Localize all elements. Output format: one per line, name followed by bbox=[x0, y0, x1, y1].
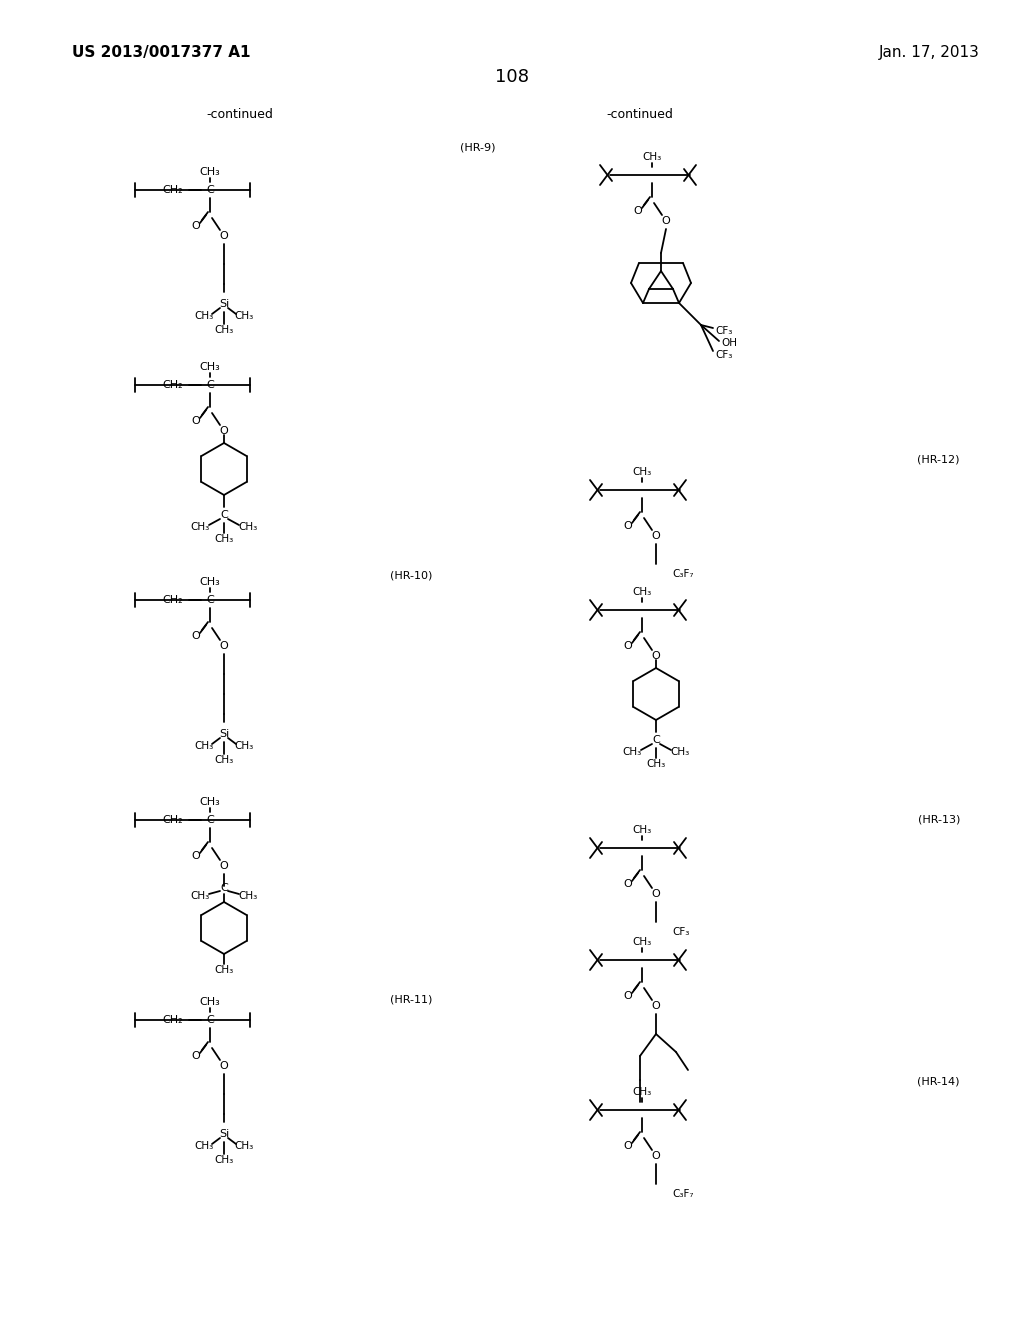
Text: O: O bbox=[191, 416, 201, 426]
Text: CH₃: CH₃ bbox=[200, 797, 220, 807]
Text: CH₃: CH₃ bbox=[190, 891, 210, 902]
Text: CH₃: CH₃ bbox=[234, 741, 254, 751]
Text: CH₂: CH₂ bbox=[163, 1015, 183, 1026]
Text: (HR-9): (HR-9) bbox=[460, 143, 496, 153]
Text: C: C bbox=[206, 1015, 214, 1026]
Text: CH₃: CH₃ bbox=[671, 747, 689, 756]
Text: CH₃: CH₃ bbox=[633, 1086, 651, 1097]
Text: CH₂: CH₂ bbox=[163, 380, 183, 389]
Text: CH₂: CH₂ bbox=[163, 814, 183, 825]
Text: CH₃: CH₃ bbox=[239, 891, 258, 902]
Text: C: C bbox=[206, 595, 214, 605]
Text: CH₃: CH₃ bbox=[214, 535, 233, 544]
Text: O: O bbox=[219, 861, 228, 871]
Text: CF₃: CF₃ bbox=[672, 927, 689, 937]
Text: CH₃: CH₃ bbox=[190, 521, 210, 532]
Text: O: O bbox=[624, 521, 633, 531]
Text: -continued: -continued bbox=[207, 108, 273, 121]
Text: C₃F₇: C₃F₇ bbox=[672, 569, 693, 579]
Text: CH₃: CH₃ bbox=[214, 965, 233, 975]
Text: C: C bbox=[206, 185, 214, 195]
Text: O: O bbox=[191, 631, 201, 642]
Text: CF₃: CF₃ bbox=[715, 326, 732, 337]
Text: CH₃: CH₃ bbox=[633, 467, 651, 477]
Text: Si: Si bbox=[219, 300, 229, 309]
Text: CH₃: CH₃ bbox=[214, 755, 233, 766]
Text: CH₃: CH₃ bbox=[214, 1155, 233, 1166]
Text: CH₃: CH₃ bbox=[239, 521, 258, 532]
Text: C: C bbox=[220, 510, 228, 520]
Text: CH₃: CH₃ bbox=[633, 937, 651, 946]
Text: CH₃: CH₃ bbox=[200, 997, 220, 1007]
Text: CH₃: CH₃ bbox=[234, 312, 254, 321]
Text: CH₃: CH₃ bbox=[646, 759, 666, 770]
Text: O: O bbox=[191, 1051, 201, 1061]
Text: C: C bbox=[206, 380, 214, 389]
Text: CH₃: CH₃ bbox=[200, 577, 220, 587]
Text: CH₃: CH₃ bbox=[195, 741, 214, 751]
Text: CH₃: CH₃ bbox=[214, 325, 233, 335]
Text: (HR-11): (HR-11) bbox=[390, 995, 432, 1005]
Text: O: O bbox=[191, 220, 201, 231]
Text: CH₂: CH₂ bbox=[163, 185, 183, 195]
Text: O: O bbox=[624, 642, 633, 651]
Text: (HR-10): (HR-10) bbox=[390, 570, 432, 579]
Text: CF₃: CF₃ bbox=[715, 350, 732, 360]
Text: -continued: -continued bbox=[606, 108, 674, 121]
Text: CH₂: CH₂ bbox=[163, 595, 183, 605]
Text: 108: 108 bbox=[495, 69, 529, 86]
Text: (HR-13): (HR-13) bbox=[918, 814, 961, 825]
Text: CH₃: CH₃ bbox=[195, 312, 214, 321]
Text: O: O bbox=[634, 206, 642, 216]
Text: C₃F₇: C₃F₇ bbox=[672, 1189, 693, 1199]
Text: Si: Si bbox=[219, 729, 229, 739]
Text: O: O bbox=[651, 1151, 660, 1162]
Text: O: O bbox=[651, 531, 660, 541]
Text: CH₃: CH₃ bbox=[623, 747, 642, 756]
Text: CH₃: CH₃ bbox=[633, 825, 651, 836]
Text: OH: OH bbox=[721, 338, 737, 348]
Text: CH₃: CH₃ bbox=[642, 152, 662, 162]
Text: O: O bbox=[219, 1061, 228, 1071]
Text: C: C bbox=[652, 735, 659, 744]
Text: O: O bbox=[624, 879, 633, 888]
Text: O: O bbox=[651, 888, 660, 899]
Text: CH₃: CH₃ bbox=[195, 1140, 214, 1151]
Text: O: O bbox=[662, 216, 671, 226]
Text: O: O bbox=[651, 651, 660, 661]
Text: CH₃: CH₃ bbox=[200, 362, 220, 372]
Text: O: O bbox=[651, 1001, 660, 1011]
Text: O: O bbox=[191, 851, 201, 861]
Text: O: O bbox=[219, 231, 228, 242]
Text: Jan. 17, 2013: Jan. 17, 2013 bbox=[880, 45, 980, 59]
Text: US 2013/0017377 A1: US 2013/0017377 A1 bbox=[72, 45, 251, 59]
Text: C: C bbox=[220, 883, 228, 894]
Text: O: O bbox=[624, 1140, 633, 1151]
Text: CH₃: CH₃ bbox=[234, 1140, 254, 1151]
Text: O: O bbox=[219, 642, 228, 651]
Text: C: C bbox=[206, 814, 214, 825]
Text: O: O bbox=[624, 991, 633, 1001]
Text: O: O bbox=[219, 426, 228, 436]
Text: (HR-12): (HR-12) bbox=[918, 455, 961, 465]
Text: Si: Si bbox=[219, 1129, 229, 1139]
Text: CH₃: CH₃ bbox=[200, 168, 220, 177]
Text: CH₃: CH₃ bbox=[633, 587, 651, 597]
Text: (HR-14): (HR-14) bbox=[918, 1077, 961, 1086]
